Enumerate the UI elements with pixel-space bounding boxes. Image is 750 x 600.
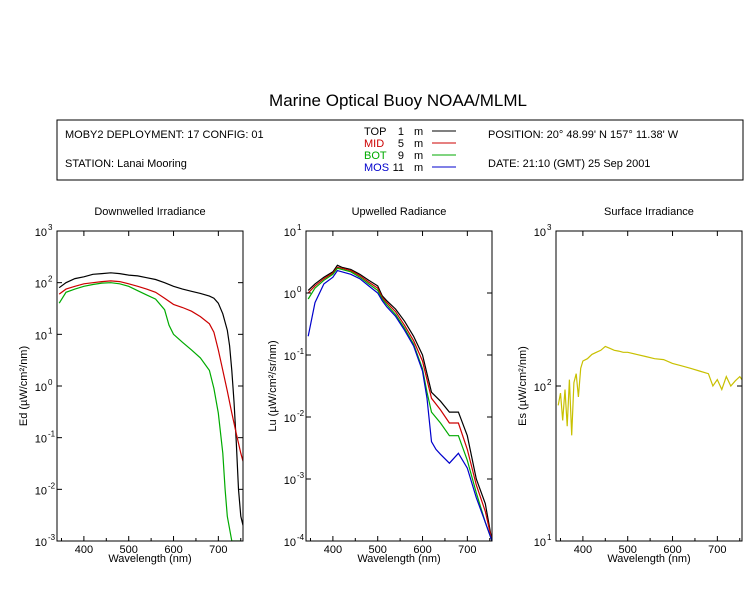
plot-frame	[56, 230, 244, 542]
deployment-text: MOBY2 DEPLOYMENT: 17 CONFIG: 01	[65, 129, 264, 141]
series-line-es	[557, 345, 742, 436]
legend-unit-mid: m	[414, 138, 423, 150]
x-tick-label: 600	[663, 544, 681, 556]
series-line-top	[307, 264, 492, 541]
legend-unit-bot: m	[414, 150, 423, 162]
y-tick-exponent: -1	[48, 430, 56, 439]
series-line-top	[58, 272, 243, 526]
y-tick-label: 10	[284, 537, 296, 549]
y-axis-label: Es (µW/cm²/nm)	[517, 346, 529, 426]
x-tick-label: 600	[164, 544, 182, 556]
y-tick-exponent: 1	[297, 223, 302, 232]
plot-title: Downwelled Irradiance	[94, 206, 205, 218]
x-tick-label: 400	[324, 544, 342, 556]
legend-depth-top: 1	[398, 126, 404, 138]
y-tick-label: 10	[35, 227, 47, 239]
station-text: STATION: Lanai Mooring	[65, 158, 187, 170]
y-tick-label: 10	[284, 475, 296, 487]
y-tick-exponent: 1	[547, 533, 552, 542]
y-tick-label: 10	[284, 227, 296, 239]
legend-name-mid: MID	[364, 138, 384, 150]
x-tick-label: 700	[458, 544, 476, 556]
legend-name-bot: BOT	[364, 150, 387, 162]
y-tick-exponent: 0	[48, 378, 53, 387]
y-tick-exponent: 3	[48, 223, 53, 232]
y-axis-label: Lu (µW/cm²/sr/nm)	[267, 340, 279, 431]
y-tick-label: 10	[534, 227, 546, 239]
y-tick-exponent: 3	[547, 223, 552, 232]
legend-unit-top: m	[414, 126, 423, 138]
y-tick-label: 10	[35, 279, 47, 291]
y-tick-exponent: 0	[297, 285, 302, 294]
plot-title: Surface Irradiance	[604, 206, 694, 218]
y-tick-label: 10	[35, 537, 47, 549]
x-tick-label: 400	[574, 544, 592, 556]
legend-name-top: TOP	[364, 126, 386, 138]
info-box	[56, 119, 744, 181]
plot-frame	[555, 230, 743, 542]
y-tick-label: 10	[284, 413, 296, 425]
y-tick-label: 10	[35, 382, 47, 394]
date-text: DATE: 21:10 (GMT) 25 Sep 2001	[488, 158, 650, 170]
legend-name-mos: MOS	[364, 162, 389, 174]
x-tick-label: 400	[75, 544, 93, 556]
series-line-bot	[58, 282, 241, 541]
x-tick-label: 600	[413, 544, 431, 556]
y-tick-exponent: -1	[297, 347, 305, 356]
legend-unit-mos: m	[414, 162, 423, 174]
x-tick-label: 500	[619, 544, 637, 556]
series-line-mid	[58, 280, 243, 462]
y-tick-exponent: -2	[48, 481, 56, 490]
plot-title: Upwelled Radiance	[352, 206, 447, 218]
y-axis-label: Ed (µW/cm²/nm)	[18, 346, 30, 426]
x-tick-label: 700	[209, 544, 227, 556]
legend-depth-bot: 9	[398, 150, 404, 162]
x-tick-label: 500	[120, 544, 138, 556]
x-axis-label: Wavelength (nm)	[108, 553, 191, 565]
x-axis-label: Wavelength (nm)	[607, 553, 690, 565]
legend-depth-mid: 5	[398, 138, 404, 150]
x-axis-label: Wavelength (nm)	[357, 553, 440, 565]
series-line-bot	[307, 267, 492, 541]
page-title: Marine Optical Buoy NOAA/MLML	[269, 91, 527, 110]
y-tick-exponent: -3	[48, 533, 56, 542]
y-tick-label: 10	[534, 537, 546, 549]
y-tick-label: 10	[35, 434, 47, 446]
y-tick-label: 10	[35, 330, 47, 342]
y-tick-exponent: 2	[547, 378, 552, 387]
y-tick-label: 10	[284, 289, 296, 301]
x-tick-label: 500	[369, 544, 387, 556]
series-line-mid	[307, 266, 492, 541]
y-tick-exponent: -4	[297, 533, 305, 542]
y-tick-exponent: 2	[48, 275, 53, 284]
x-tick-label: 700	[708, 544, 726, 556]
y-tick-label: 10	[35, 485, 47, 497]
y-tick-exponent: -2	[297, 409, 305, 418]
y-tick-label: 10	[534, 382, 546, 394]
series-line-mos	[307, 269, 492, 541]
y-tick-exponent: 1	[48, 326, 53, 335]
plot-frame	[305, 230, 493, 542]
y-tick-label: 10	[284, 351, 296, 363]
y-tick-exponent: -3	[297, 471, 305, 480]
position-text: POSITION: 20° 48.99' N 157° 11.38' W	[488, 129, 679, 141]
legend-depth-mos: 11	[393, 162, 404, 174]
